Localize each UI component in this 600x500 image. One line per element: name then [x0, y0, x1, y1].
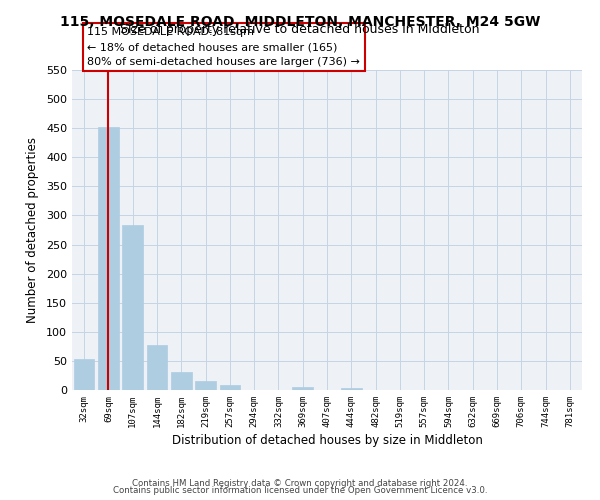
Text: Contains public sector information licensed under the Open Government Licence v3: Contains public sector information licen…	[113, 486, 487, 495]
Bar	[341, 388, 362, 390]
Bar	[122, 226, 143, 390]
Text: 115, MOSEDALE ROAD, MIDDLETON, MANCHESTER, M24 5GW: 115, MOSEDALE ROAD, MIDDLETON, MANCHESTE…	[60, 15, 540, 29]
Text: 115 MOSEDALE ROAD: 81sqm
← 18% of detached houses are smaller (165)
80% of semi-: 115 MOSEDALE ROAD: 81sqm ← 18% of detach…	[88, 27, 360, 67]
Bar	[74, 359, 94, 390]
Bar	[98, 127, 119, 390]
Bar	[146, 344, 167, 390]
Bar	[292, 387, 313, 390]
X-axis label: Distribution of detached houses by size in Middleton: Distribution of detached houses by size …	[172, 434, 482, 447]
Y-axis label: Number of detached properties: Number of detached properties	[26, 137, 39, 323]
Bar	[220, 386, 240, 390]
Bar	[195, 380, 216, 390]
Bar	[171, 372, 191, 390]
Text: Size of property relative to detached houses in Middleton: Size of property relative to detached ho…	[120, 22, 480, 36]
Text: Contains HM Land Registry data © Crown copyright and database right 2024.: Contains HM Land Registry data © Crown c…	[132, 478, 468, 488]
